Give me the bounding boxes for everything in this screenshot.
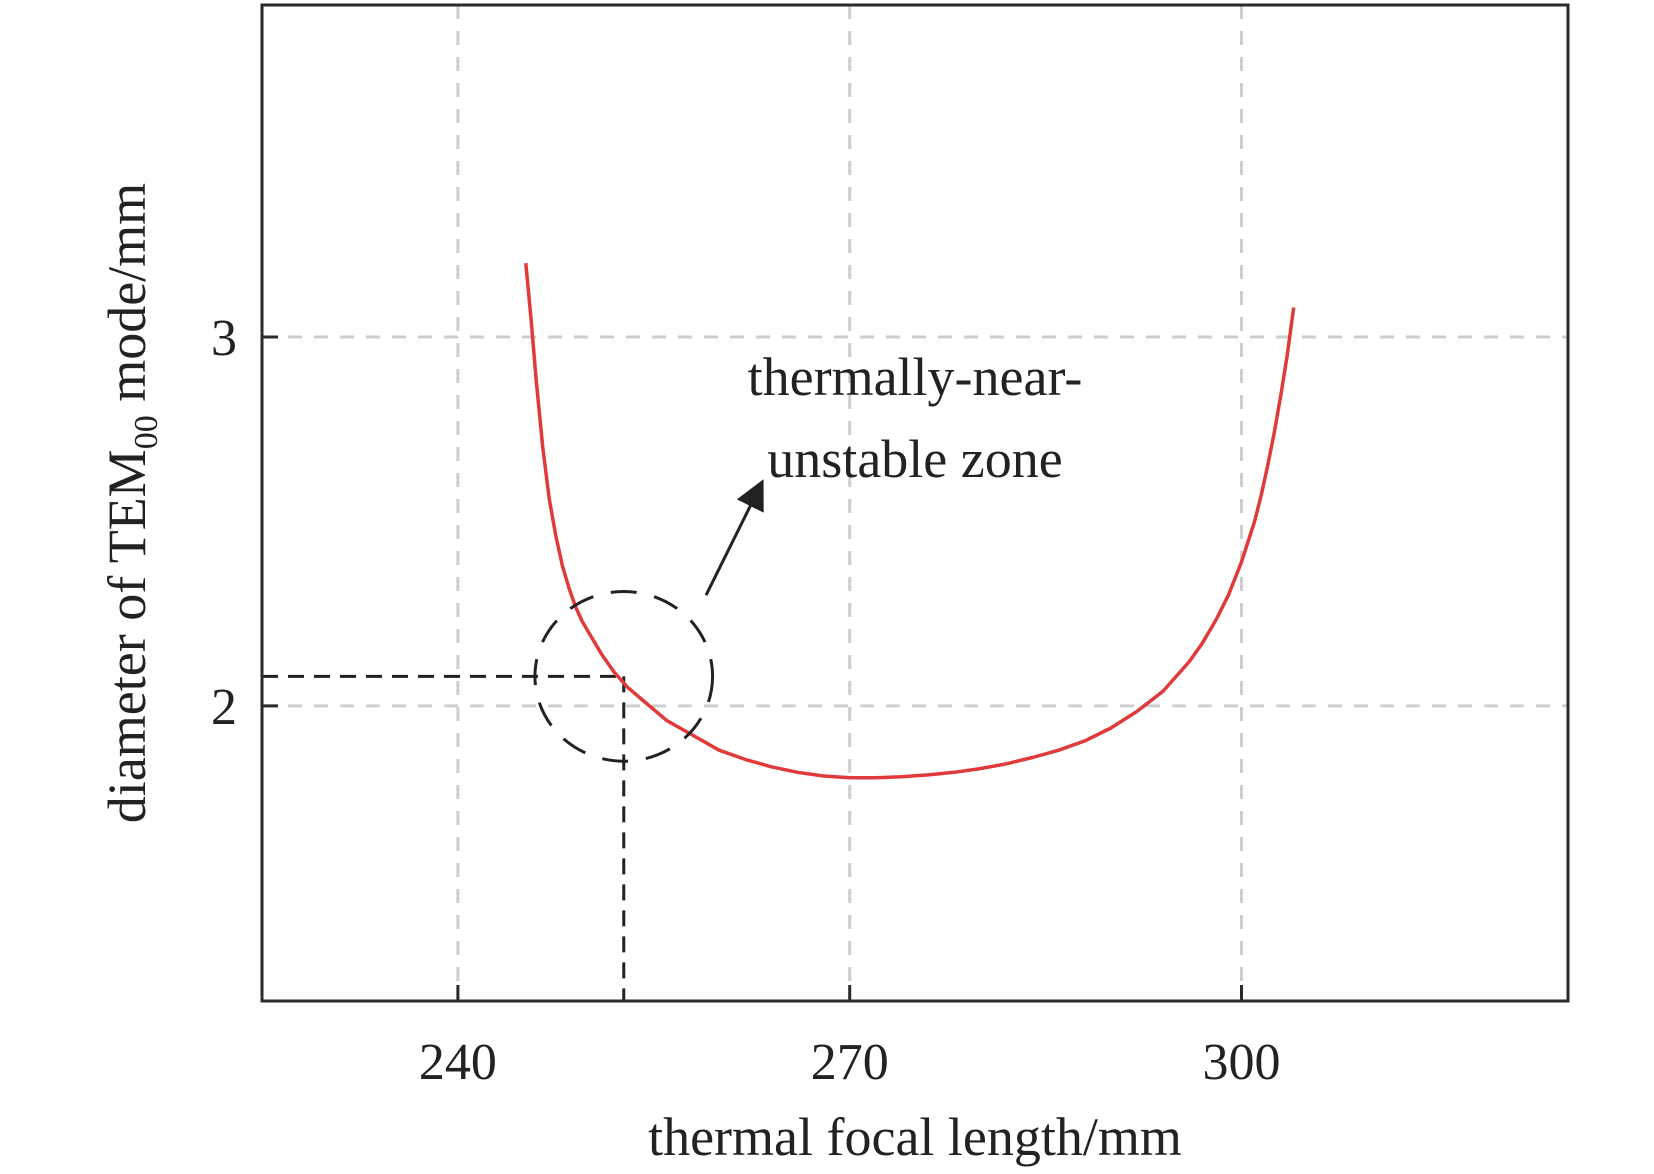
grid — [262, 5, 1568, 1001]
ticks: 240 270 300 2 3 — [211, 310, 1281, 1091]
guide-lines — [262, 674, 626, 1001]
y-axis-label-prefix: diameter of TEM — [97, 449, 157, 823]
annotation-text-line: unstable zone — [767, 429, 1062, 489]
x-axis-label: thermal focal length/mm — [648, 1107, 1182, 1167]
annotation-layer: thermally-near-unstable zone — [533, 347, 1083, 763]
annotation-arrow — [704, 479, 764, 596]
plot-frame — [260, 3, 1570, 1003]
x-tick-label: 300 — [1203, 1034, 1281, 1091]
annotation-text-line: thermally-near- — [748, 347, 1083, 407]
y-tick-label: 2 — [211, 679, 237, 736]
series-line — [524, 263, 1296, 780]
y-axis-label-suffix: mode/mm — [97, 183, 157, 415]
x-tick-label: 240 — [419, 1034, 497, 1091]
series-layer — [524, 263, 1296, 780]
x-tick-label: 270 — [811, 1034, 889, 1091]
y-axis-label-subscript: 00 — [128, 415, 165, 449]
zone-ellipse — [533, 590, 715, 763]
y-axis-label: diameter of TEM00 mode/mm — [97, 183, 165, 823]
y-tick-label: 3 — [211, 310, 237, 367]
